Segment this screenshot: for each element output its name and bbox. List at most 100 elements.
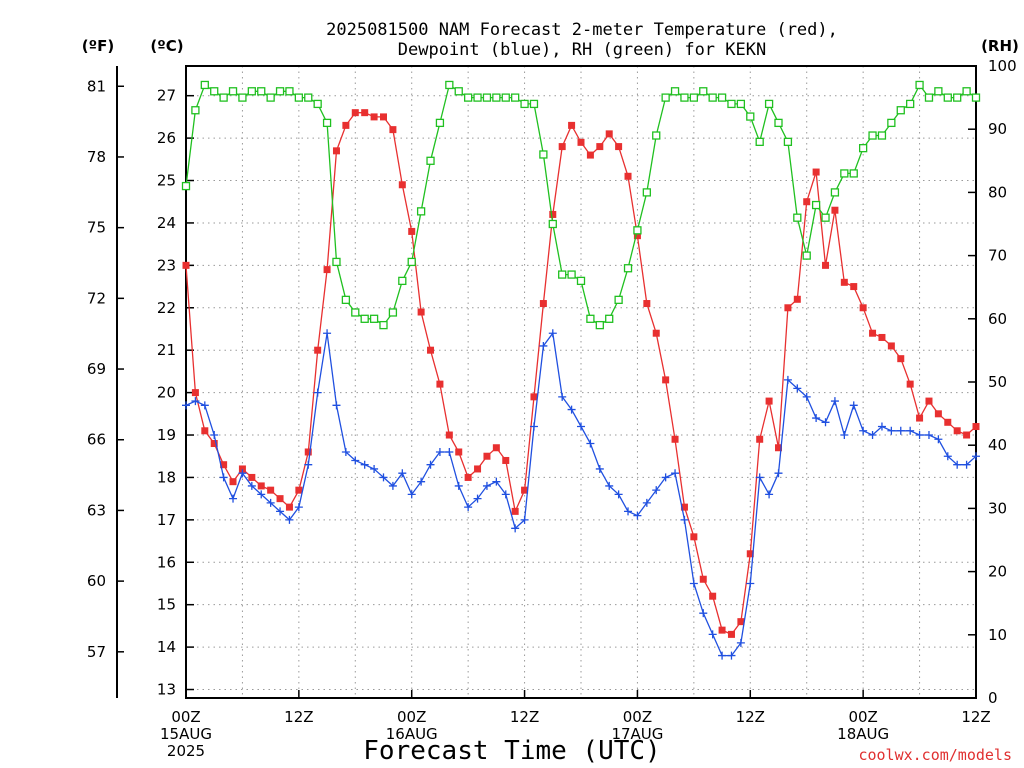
temperature-point [737,618,745,626]
dewpoint-point [294,503,303,512]
temperature-point [511,507,519,515]
temperature-point [727,630,735,638]
temperature-point [455,448,463,456]
temperature-point [605,130,613,138]
dewpoint-point [783,375,792,384]
dewpoint-point [182,401,190,410]
temperature-point [351,109,359,117]
temperature-point [953,427,961,435]
c-tick-label: 15 [157,596,176,614]
rh-point [407,257,416,267]
rh-point [887,118,896,128]
rh-point [924,93,934,102]
dewpoint-point [454,481,463,490]
c-tick-label: 26 [157,129,176,147]
dewpoint-point [849,401,858,410]
temperature-point [793,295,801,303]
dewpoint-point [548,329,557,338]
dewpoint-point [323,329,332,338]
dewpoint-point [812,414,821,423]
dewpoint-point [464,503,473,512]
temperature-point [643,300,651,308]
f-tick-label: 72 [87,289,106,307]
dewpoint-point [943,452,952,461]
temperature-point [539,300,547,308]
temperature-point [718,626,726,634]
rh-point [830,188,840,197]
unit-rh: (RH) [981,37,1019,55]
x-tick-label: 12Z [510,708,539,726]
rh-tick-label: 10 [988,626,1007,644]
rh-point [388,308,398,317]
temperature-point [897,355,905,363]
dewpoint-point [906,426,915,435]
dewpoint-point [210,431,219,440]
dewpoint-point [802,392,811,401]
dewpoint-point [689,579,698,588]
rh-point [877,131,887,140]
rh-point [360,314,369,323]
dewpoint-point [219,473,228,482]
rh-point [322,118,332,128]
temperature-point [332,147,340,155]
rh-point [605,314,614,323]
chart-title-line1: 2025081500 NAM Forecast 2-meter Temperat… [326,20,838,40]
temperature-point [690,533,698,541]
dewpoint-point [586,439,595,448]
rh-point [783,137,793,146]
rh-point [764,99,774,109]
rh-point [708,93,717,102]
dewpoint-point [511,524,520,533]
c-tick-label: 24 [157,214,176,232]
temperature-point [502,456,510,464]
temperature-point [521,486,529,494]
dewpoint-point [257,490,266,499]
rh-point [971,93,981,102]
dewpoint-point [266,498,275,507]
dewpoint-point [633,511,642,520]
temperature-point [972,423,980,431]
temperature-point [662,376,670,384]
rh-point [689,93,699,102]
rh-point [332,257,341,267]
temperature-point [568,121,576,129]
dewpoint-point [276,507,285,516]
dewpoint-point [708,630,717,639]
temperature-point [765,397,773,405]
temperature-point [257,482,265,490]
temperature-point [220,461,228,469]
temperature-point [248,473,256,481]
rh-point [369,314,379,323]
rh-point [520,99,529,109]
temperature-point [934,410,942,418]
temperature-point [916,414,924,422]
temperature-point [963,431,971,439]
temperature-point [398,181,406,189]
rh-point [341,295,351,304]
temperature-point [878,333,886,341]
x-axis-label: Forecast Time (UTC) [363,736,660,766]
temperature-point [492,444,500,452]
rh-point [811,200,821,210]
dewpoint-point [614,490,623,499]
temperature-point [182,261,190,269]
dewpoint-point [915,431,924,440]
temperature-point [361,109,369,117]
temperature-point [417,308,425,316]
dewpoint-point [229,494,238,503]
temperature-point [746,550,754,558]
rh-point [548,219,557,229]
temperature-point [295,486,303,494]
temperature-point [445,431,453,439]
dewpoint-point [934,435,943,444]
dewpoint-point [520,515,529,524]
temperature-point [812,168,820,176]
dewpoint-point [313,388,322,397]
dewpoint-point [341,447,350,456]
dewpoint-point [370,464,379,473]
temperature-point [285,503,293,511]
temperature-point [464,473,472,481]
rh-point [727,99,736,109]
dewpoint-point [200,401,209,410]
rh-point [840,169,849,178]
